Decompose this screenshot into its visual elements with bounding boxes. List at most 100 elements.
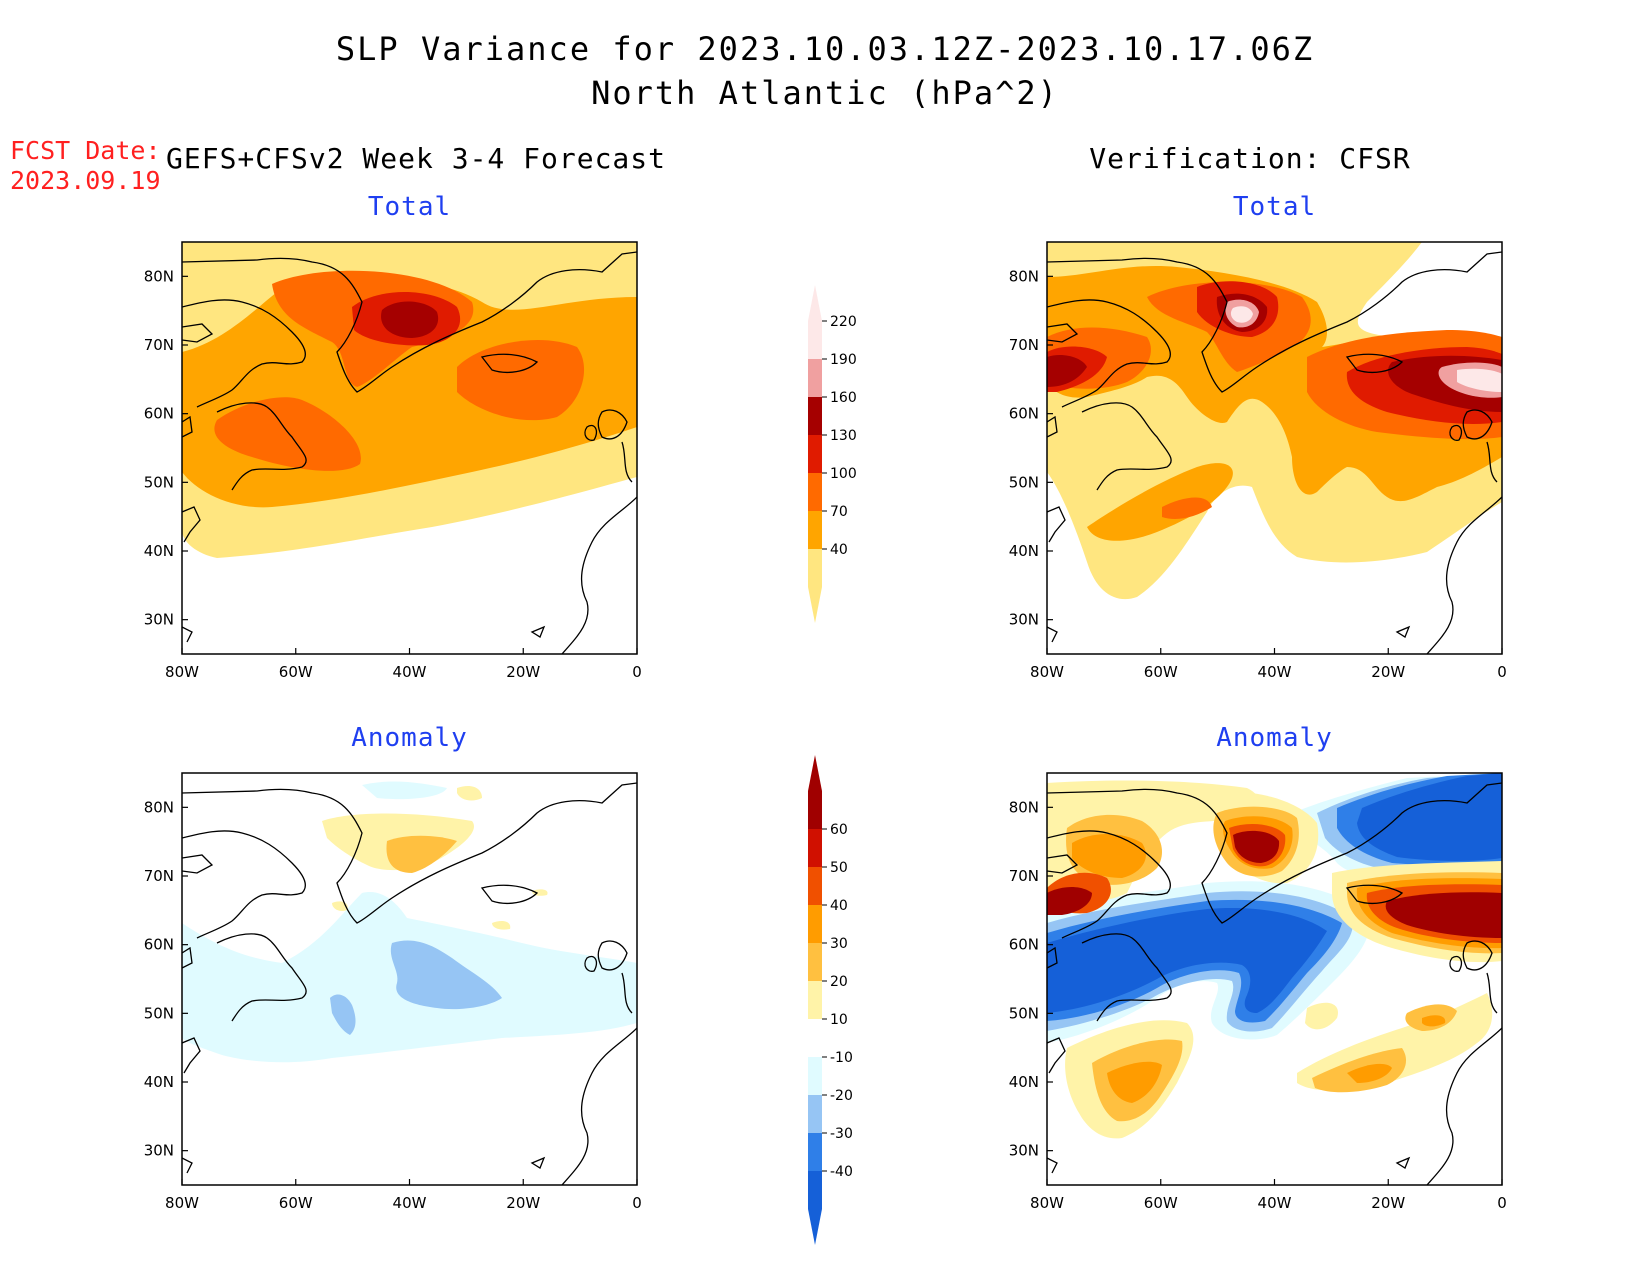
lon-label: 60W	[279, 1194, 313, 1212]
contour-20	[386, 835, 457, 873]
forecast-date: FCST Date: 2023.09.19	[10, 136, 161, 196]
lat-label: 50N	[144, 1004, 174, 1022]
lon-label: 80W	[165, 1194, 199, 1212]
lat-label: 70N	[144, 336, 174, 354]
contour-m20	[390, 940, 502, 1010]
lat-label: 50N	[144, 473, 174, 491]
map-axes: 80N 70N 60N 50N 40N 30N 80W 60W 40W 20W 0	[1009, 798, 1507, 1212]
contour-30	[1107, 1061, 1162, 1103]
colorbar-label: 50	[830, 860, 848, 876]
forecast-date-value: 2023.09.19	[10, 166, 161, 195]
lat-label: 60N	[144, 405, 174, 423]
lon-label: 40W	[1258, 663, 1292, 681]
map-axes: 80N 70N 60N 50N 40N 30N 80W 60W 40W 20W 0	[1009, 267, 1507, 681]
lon-label: 20W	[506, 663, 540, 681]
lat-label: 80N	[144, 267, 174, 285]
contour-m10	[362, 781, 447, 800]
lon-label: 0	[632, 663, 642, 681]
lat-label: 60N	[1009, 405, 1039, 423]
contour-10	[1305, 1002, 1338, 1030]
forecast-total-map: 80N 70N 60N 50N 40N 30N 80W 60W 40W 20W 0	[144, 241, 642, 681]
lat-label: 30N	[1009, 611, 1039, 629]
lat-label: 80N	[144, 798, 174, 816]
figure-title: SLP Variance for 2023.10.03.12Z-2023.10.…	[335, 30, 1315, 68]
lon-label: 40W	[393, 1194, 427, 1212]
forecast-column-header: GEFS+CFSv2 Week 3-4 Forecast	[166, 142, 667, 175]
contour-220	[1457, 368, 1502, 392]
contour-10	[332, 901, 348, 912]
figure-subtitle: North Atlantic (hPa^2)	[591, 74, 1059, 112]
colorbar-label: 40	[830, 898, 848, 914]
lat-label: 30N	[1009, 1142, 1039, 1160]
lon-label: 40W	[393, 663, 427, 681]
contour-10	[457, 786, 482, 801]
colorbar-swatch	[808, 435, 822, 473]
colorbar-swatch	[808, 981, 822, 1019]
colorbar-swatch	[808, 867, 822, 905]
colorbar-label: -30	[830, 1126, 853, 1142]
lat-label: 80N	[1009, 267, 1039, 285]
contour-50	[1233, 830, 1280, 863]
contour-70	[1087, 463, 1233, 541]
contour-m20	[330, 994, 356, 1035]
colorbar-swatch	[808, 1057, 822, 1095]
contour-10	[492, 921, 511, 930]
contour-100	[1162, 497, 1212, 519]
colorbar-label: 130	[830, 428, 857, 444]
forecast-anomaly-map: 80N 70N 60N 50N 40N 30N 80W 60W 40W 20W 0	[144, 772, 642, 1212]
colorbar-label: -40	[830, 1164, 853, 1180]
lon-label: 20W	[1371, 1194, 1405, 1212]
lat-label: 60N	[144, 936, 174, 954]
colorbar-swatch	[808, 549, 822, 587]
lat-label: 70N	[144, 867, 174, 885]
colorbar-label: 60	[830, 822, 848, 838]
colorbar-label: 100	[830, 466, 857, 482]
lat-label: 30N	[144, 1142, 174, 1160]
coastlines	[1047, 782, 1502, 1185]
contour-50	[1047, 887, 1092, 915]
contour-160	[1047, 355, 1087, 387]
contour-30	[1422, 1015, 1446, 1027]
lon-label: 60W	[279, 663, 313, 681]
colorbar-label: -20	[830, 1088, 853, 1104]
colorbar-swatch	[808, 473, 822, 511]
lat-label: 40N	[144, 542, 174, 560]
contour-30	[1072, 834, 1146, 878]
colorbar-swatch	[808, 791, 822, 829]
lon-label: 0	[1497, 663, 1507, 681]
colorbar-swatch	[808, 1019, 822, 1057]
coastlines	[1047, 251, 1502, 654]
lon-label: 0	[632, 1194, 642, 1212]
anomaly-colorbar: -40 -30 -20 -10 10 20 30 40 50 60	[808, 755, 853, 1245]
colorbar-label: 40	[830, 542, 848, 558]
lat-label: 40N	[1009, 542, 1039, 560]
forecast-anomaly-title: Anomaly	[351, 723, 468, 753]
verification-total-map: 80N 70N 60N 50N 40N 30N 80W 60W 40W 20W 0	[1009, 241, 1507, 681]
forecast-total-title: Total	[367, 192, 452, 222]
lon-label: 80W	[165, 663, 199, 681]
verification-total-title: Total	[1232, 192, 1317, 222]
map-axes: 80N 70N 60N 50N 40N 30N 80W 60W 40W 20W 0	[144, 267, 642, 681]
contour-70	[1047, 265, 1502, 502]
colorbar-swatch	[808, 321, 822, 359]
lon-label: 80W	[1030, 663, 1064, 681]
colorbar-swatch	[808, 511, 822, 549]
colorbar-label: 20	[830, 974, 848, 990]
colorbar-label: 160	[830, 390, 857, 406]
map-axes: 80N 70N 60N 50N 40N 30N 80W 60W 40W 20W 0	[144, 798, 642, 1212]
lon-label: 80W	[1030, 1194, 1064, 1212]
colorbar-swatch	[808, 1133, 822, 1171]
colorbar-swatch	[808, 397, 822, 435]
contour-m40	[1357, 773, 1502, 861]
lat-label: 80N	[1009, 798, 1039, 816]
coastlines	[182, 251, 637, 654]
contour-100	[214, 397, 361, 471]
lon-label: 60W	[1144, 663, 1178, 681]
lat-label: 30N	[144, 611, 174, 629]
verification-column-header: Verification: CFSR	[1089, 142, 1411, 175]
colorbar-swatch	[808, 829, 822, 867]
contour-160	[381, 301, 439, 338]
lon-label: 20W	[1371, 663, 1405, 681]
colorbar-label: 10	[830, 1012, 848, 1028]
contour-30	[1347, 1063, 1392, 1083]
